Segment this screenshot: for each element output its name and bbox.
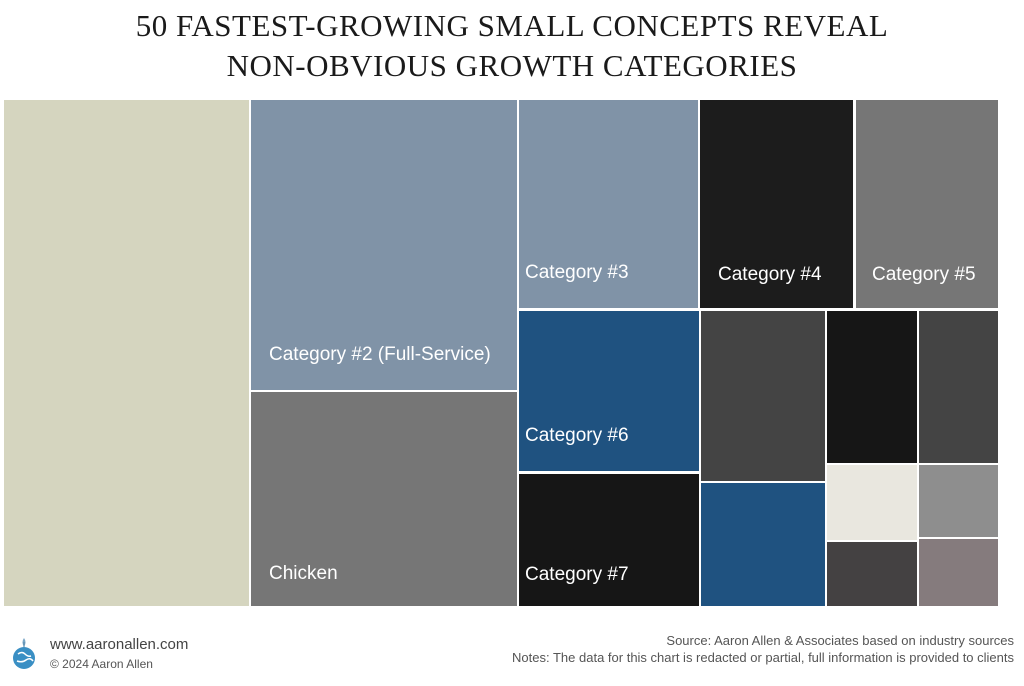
treemap-tile: Category #6 — [519, 311, 699, 471]
treemap-tile: Category #5 — [856, 100, 998, 308]
treemap-tile: Coffee & Snacks — [4, 100, 249, 685]
tile-label: Category #5 — [872, 264, 976, 285]
treemap-tile: Category #3 — [519, 100, 698, 308]
treemap-tile — [919, 311, 998, 463]
website-link[interactable]: www.aaronallen.com — [50, 636, 189, 653]
treemap-tile: Category #7 — [519, 474, 699, 606]
source-text: Source: Aaron Allen & Associates based o… — [666, 633, 1014, 648]
treemap-tile — [827, 311, 917, 463]
treemap-tile: Category #2 (Full-Service) — [251, 100, 517, 390]
treemap-tile — [827, 542, 917, 606]
copyright: © 2024 Aaron Allen — [50, 657, 153, 671]
notes-text: Notes: The data for this chart is redact… — [512, 650, 1014, 665]
treemap-tile — [919, 539, 998, 606]
treemap-tile — [701, 483, 825, 606]
globe-logo-icon — [13, 638, 35, 669]
source-notes: Source: Aaron Allen & Associates based o… — [512, 632, 1014, 666]
tile-label: Category #3 — [525, 262, 629, 283]
treemap-tile: Chicken — [251, 392, 517, 606]
treemap-tile — [919, 465, 998, 537]
tile-label: Category #7 — [525, 564, 629, 585]
branding: www.aaronallen.com © 2024 Aaron Allen — [10, 630, 240, 676]
treemap-tile — [827, 465, 917, 540]
chart-title-line-1: 50 FASTEST-GROWING SMALL CONCEPTS REVEAL — [135, 8, 889, 43]
tile-label: Category #4 — [718, 264, 822, 285]
treemap-tile: Category #4 — [700, 100, 853, 308]
treemap-tile — [701, 311, 825, 481]
tile-label: Category #6 — [525, 425, 629, 446]
chart-title-line-2: NON-OBVIOUS GROWTH CATEGORIES — [226, 48, 798, 83]
tile-label: Chicken — [269, 563, 338, 584]
chart-title: 50 FASTEST-GROWING SMALL CONCEPTS REVEAL… — [0, 6, 1024, 86]
tile-label: Category #2 (Full-Service) — [269, 344, 491, 365]
